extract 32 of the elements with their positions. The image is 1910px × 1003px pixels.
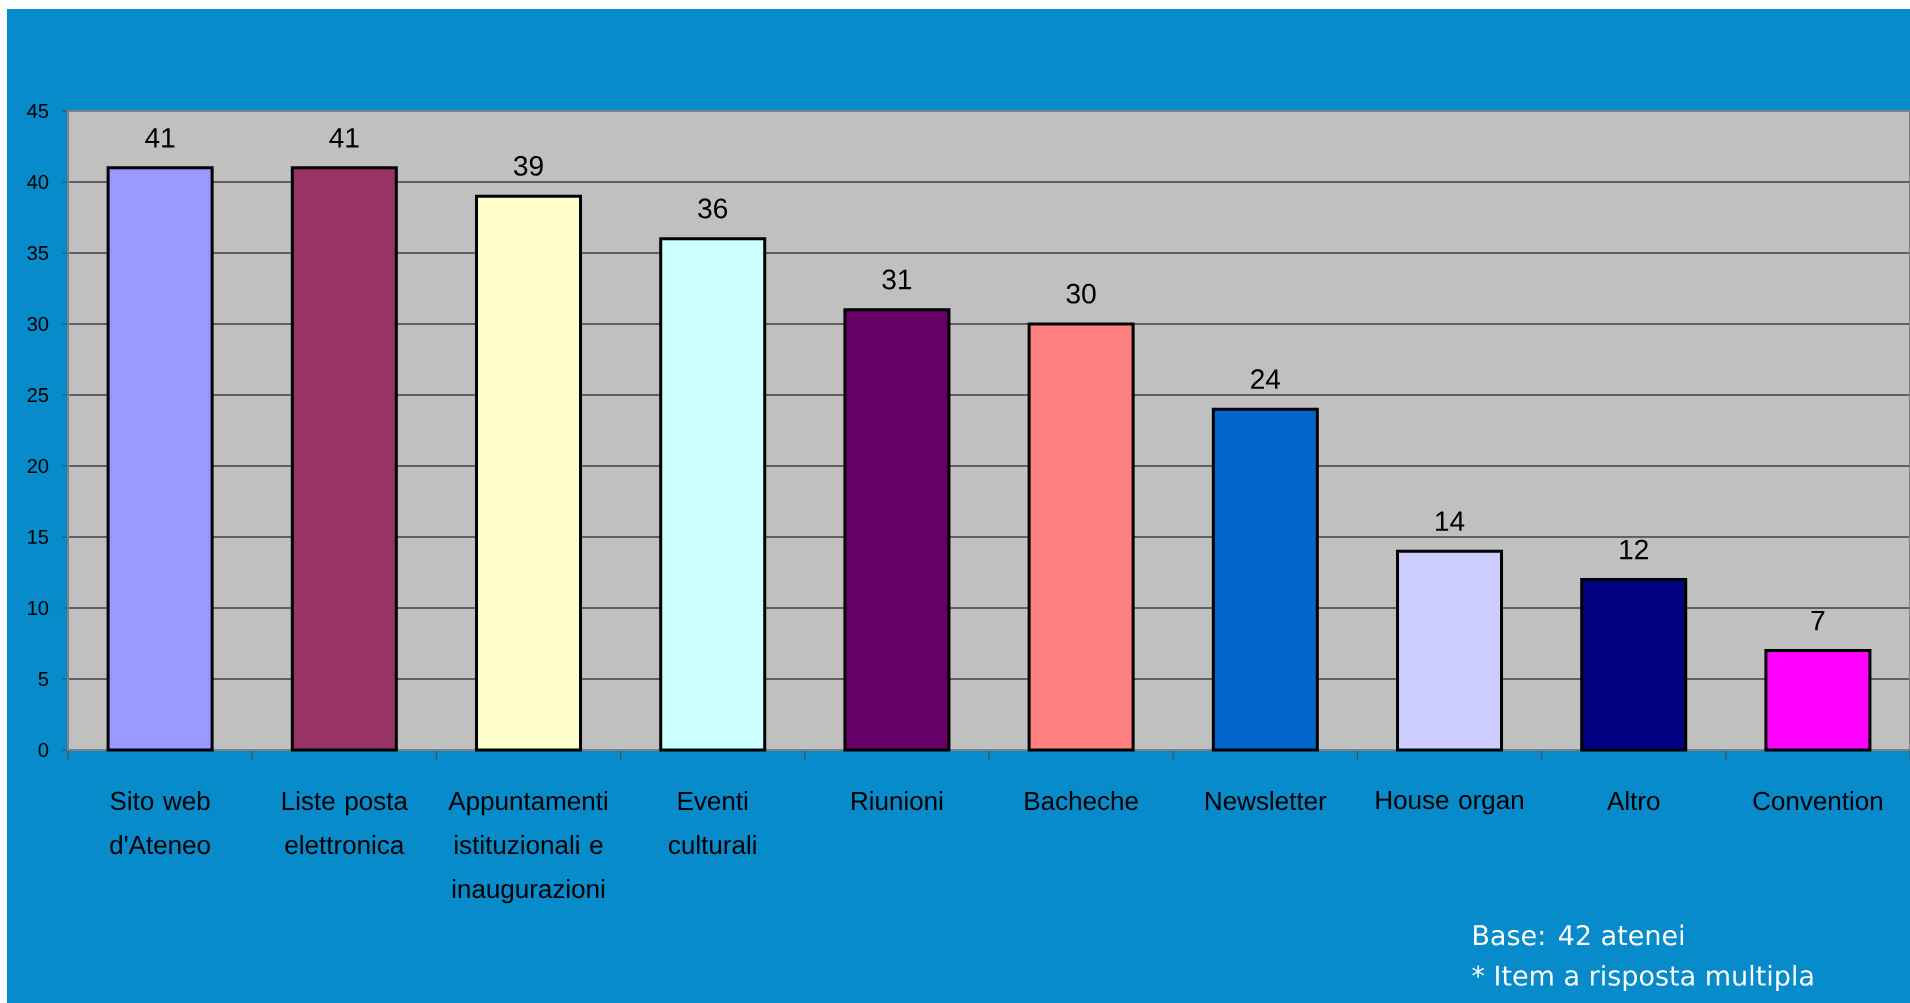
data-label: 24 xyxy=(1251,369,1281,389)
x-tick-label: Liste posta elettronica xyxy=(282,791,408,855)
text: * Item a risposta multipla xyxy=(1472,964,1813,992)
x-tick-label: Newsletter xyxy=(1206,791,1327,811)
x-tick-label: Bacheche xyxy=(1025,791,1138,811)
x-tick-label: Riunioni xyxy=(852,791,943,811)
x-tick-label: House organ xyxy=(1376,791,1523,815)
data-label: 39 xyxy=(514,155,543,176)
y-tick-label: 25 xyxy=(27,387,49,403)
y-tick-label: 40 xyxy=(27,174,49,190)
text: Base: 42 atenei xyxy=(1474,924,1684,946)
data-label: 14 xyxy=(1436,511,1465,531)
y-tick-label: 30 xyxy=(27,316,49,332)
y-tick-label: 15 xyxy=(28,530,49,544)
x-tick-label: Sito web d'Ateneo xyxy=(110,791,210,855)
y-tick-label: 20 xyxy=(27,458,49,474)
data-label: 12 xyxy=(1620,539,1648,560)
y-tick-label: 10 xyxy=(28,600,49,616)
x-tick-label: Convention xyxy=(1753,791,1882,811)
data-label: 7 xyxy=(1811,610,1825,631)
data-label: 30 xyxy=(1066,283,1096,304)
y-tick-label: 0 xyxy=(38,742,49,758)
x-tick-label: Eventi culturali xyxy=(669,791,756,855)
data-label: 41 xyxy=(145,128,175,148)
y-tick-label: 5 xyxy=(38,672,49,686)
y-tick-label: 35 xyxy=(27,245,49,261)
data-label: 41 xyxy=(329,128,359,148)
x-tick-label: Appuntamenti istituzionali e inaugurazioni xyxy=(448,791,607,904)
x-tick-label: Altro xyxy=(1607,791,1660,811)
data-label: 36 xyxy=(698,198,728,219)
y-tick-label: 45 xyxy=(27,104,49,118)
data-label: 31 xyxy=(882,269,912,290)
